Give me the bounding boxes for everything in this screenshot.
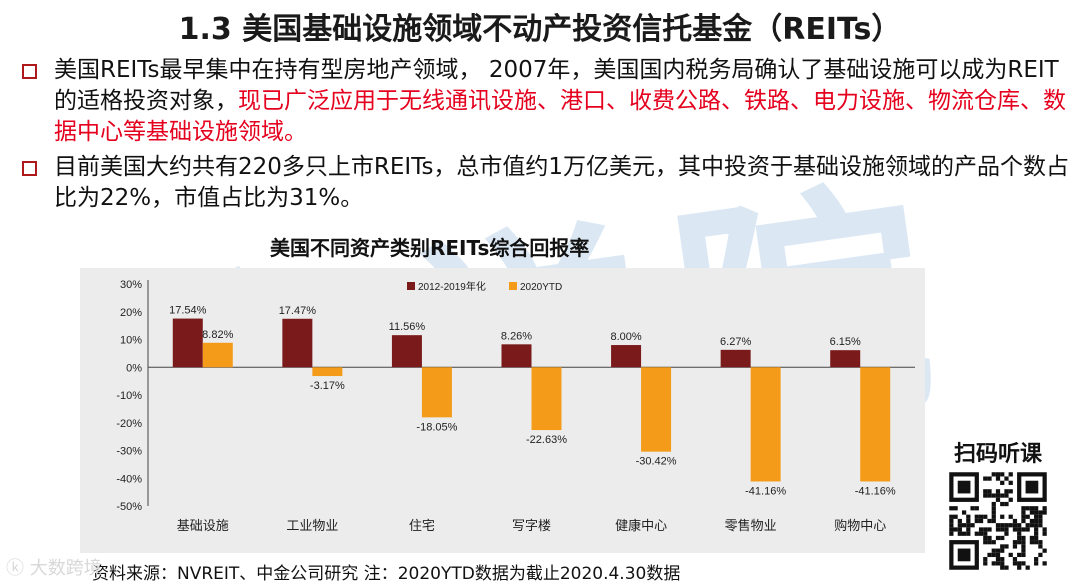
bullet-item-1: 美国REITs最早集中在持有型房地产领域， 2007年，美国国内税务局确认了基础… <box>22 55 1070 148</box>
data-label: -41.16% <box>855 485 896 497</box>
x-tick-label: 健康中心 <box>615 518 667 534</box>
y-tick-label: 20% <box>120 307 142 319</box>
qr-code-icon[interactable] <box>945 468 1051 574</box>
bar-2 <box>860 367 891 482</box>
x-tick-label: 基础设施 <box>177 519 229 534</box>
legend-label: 2020YTD <box>520 282 562 293</box>
data-label: 17.47% <box>279 305 317 317</box>
x-tick-label: 零售物业 <box>725 518 777 534</box>
bar-1 <box>611 345 642 368</box>
bar-1 <box>720 349 751 368</box>
data-label: 11.56% <box>389 321 426 333</box>
y-tick-label: -30% <box>116 446 142 458</box>
brand-logo-text: 大数跨境 <box>29 558 102 579</box>
data-label: 8.26% <box>501 330 532 342</box>
data-label: 6.27% <box>720 336 751 348</box>
brand-logo: ⓚ 大数跨境 <box>6 558 102 579</box>
source-note: 资料来源：NVREIT、中金公司研究 注：2020YTD数据为截止2020.4.… <box>92 564 681 584</box>
bar-1 <box>501 344 532 368</box>
data-label: 8.00% <box>610 331 641 343</box>
x-tick-label: 购物中心 <box>834 518 886 534</box>
y-tick-label: -20% <box>116 418 142 430</box>
bar-1 <box>282 318 313 368</box>
legend-label: 2012-2019年化 <box>418 280 486 293</box>
bar-1 <box>172 318 203 368</box>
y-tick-label: 10% <box>120 335 142 347</box>
bar-2 <box>202 342 233 368</box>
bar-2 <box>750 367 781 482</box>
y-tick-label: -50% <box>116 501 142 513</box>
bullet-1-plain: 美国REITs最早集中在持有型房地产领域， 2007年，美国国内税务局确认了基础… <box>54 57 1059 114</box>
bar-chart: 30% 20% 10% 0% -10% -20% -30% -40% -50% 17.54% 8.8… <box>116 279 915 534</box>
bar-2 <box>641 367 672 452</box>
y-tick-label: 30% <box>120 279 142 291</box>
legend-swatch <box>407 282 415 290</box>
data-label: -22.63% <box>526 434 567 446</box>
page-title: 1.3 美国基础设施领域不动产投资信托基金（REITs） <box>178 12 902 47</box>
x-tick-label: 住宅 <box>409 519 435 534</box>
y-tick-label: -40% <box>116 473 142 485</box>
chart-background <box>80 268 925 553</box>
data-label: 17.54% <box>169 305 207 317</box>
data-label: -18.05% <box>416 421 457 433</box>
bar-1 <box>391 335 422 368</box>
data-label: -30.42% <box>636 456 677 468</box>
qr-label: 扫码听课 <box>953 442 1042 467</box>
data-label: 8.82% <box>202 329 233 341</box>
bar-2 <box>312 367 343 377</box>
bullet-square-icon <box>22 64 37 79</box>
y-tick-label: 0% <box>126 362 142 374</box>
bullet-text-2: 目前美国大约共有220多只上市REITs，总市值约1万亿美元，其中投资于基础设施… <box>54 154 1070 211</box>
bar-2 <box>531 367 562 431</box>
data-label: -41.16% <box>745 485 786 497</box>
bullet-text-1: 美国REITs最早集中在持有型房地产领域， 2007年，美国国内税务局确认了基础… <box>54 55 1070 148</box>
bar-2 <box>421 367 452 418</box>
x-tick-label: 工业物业 <box>286 519 338 534</box>
bullet-square-icon <box>22 161 37 176</box>
x-tick-label: 写字楼 <box>512 519 551 534</box>
legend-swatch <box>509 282 517 290</box>
data-label: -3.17% <box>310 380 345 392</box>
y-tick-label: -10% <box>116 390 142 402</box>
bullet-item-2: 目前美国大约共有220多只上市REITs，总市值约1万亿美元，其中投资于基础设施… <box>22 152 1070 214</box>
bar-1 <box>830 350 861 368</box>
data-label: 6.15% <box>830 336 861 348</box>
chart-title: 美国不同资产类别REITs综合回报率 <box>270 236 590 260</box>
bullet-1-highlight: 现已广泛应用于无线通讯设施、港口、收费公路、铁路、电力设施、物流仓库、数据中心等… <box>54 88 1066 145</box>
